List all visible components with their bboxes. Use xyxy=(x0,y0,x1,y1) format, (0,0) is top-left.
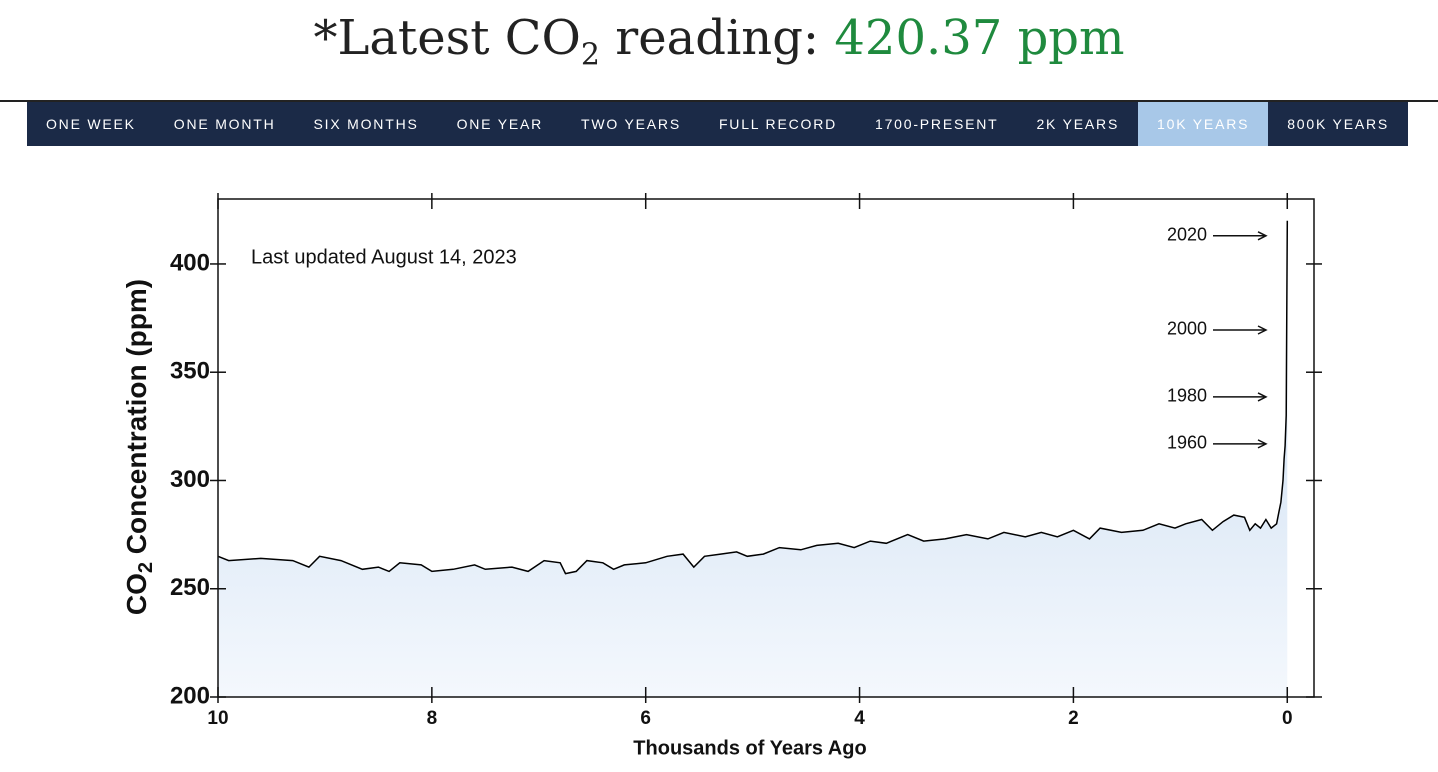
x-tick-label: 10 xyxy=(207,708,228,729)
y-axis-title: CO2 Concentration (ppm) xyxy=(121,279,157,615)
nav-tab[interactable]: ONE YEAR xyxy=(456,116,544,132)
nav-tab[interactable]: 1700-PRESENT xyxy=(874,116,999,132)
nav-tab[interactable]: ONE MONTH xyxy=(173,116,276,132)
x-axis-title: Thousands of Years Ago xyxy=(633,737,866,759)
y-axis-title-text: Concentration (ppm) xyxy=(121,279,152,562)
x-tick-label: 2 xyxy=(1068,708,1079,729)
title-subscript: 2 xyxy=(580,37,600,73)
nav-tab[interactable]: 2K YEARS xyxy=(1036,116,1120,132)
arrow-head xyxy=(1257,392,1268,402)
arrow-head xyxy=(1257,439,1268,449)
x-tick-label: 8 xyxy=(427,708,438,729)
nav-tab[interactable]: 800K YEARS xyxy=(1287,116,1390,132)
line xyxy=(217,220,1289,575)
annotation: 1980 xyxy=(1167,386,1207,406)
arrow-head xyxy=(1257,325,1268,335)
nav-tab[interactable]: SIX MONTHS xyxy=(313,116,419,132)
annotation: 2020 xyxy=(1167,225,1207,245)
annotation: 2000 xyxy=(1167,319,1207,339)
x-tick-label: 6 xyxy=(640,708,651,729)
arrow-head xyxy=(1257,231,1268,241)
y-tick-label: 200 xyxy=(170,682,210,709)
y-axis-title-subscript: 2 xyxy=(135,562,157,573)
y-tick-label: 300 xyxy=(170,466,210,493)
nav-tab[interactable]: ONE WEEK xyxy=(45,116,136,132)
plot-frame xyxy=(217,198,1315,698)
title-text: reading: xyxy=(599,10,835,66)
title-text: *Latest CO xyxy=(313,10,581,66)
x-tick-label: 0 xyxy=(1282,708,1293,729)
x-tick-label: 4 xyxy=(854,708,865,729)
reading: 420.37 ppm xyxy=(834,10,1125,66)
nav-bar: ONE WEEK ONE MONTH SIX MONTHS ONE YEAR TWO Y… xyxy=(27,102,1408,146)
nav-tab[interactable]: FULL RECORD xyxy=(718,116,838,132)
y-axis-title-text: CO xyxy=(121,573,152,615)
annotation: 1960 xyxy=(1167,433,1207,453)
nav-tab[interactable]: TWO YEARS xyxy=(581,116,681,132)
title: *Latest CO2 reading: 420.37 ppm xyxy=(313,10,1125,73)
nav-tab[interactable]: 10K YEARS xyxy=(1138,102,1269,146)
note: Last updated August 14, 2023 xyxy=(251,246,517,268)
y-tick-label: 400 xyxy=(170,249,210,276)
y-tick-label: 350 xyxy=(170,358,210,385)
header: *Latest CO2 reading: 420.37 ppm xyxy=(0,0,1438,102)
y-tick-label: 250 xyxy=(170,574,210,601)
area xyxy=(218,220,1288,697)
